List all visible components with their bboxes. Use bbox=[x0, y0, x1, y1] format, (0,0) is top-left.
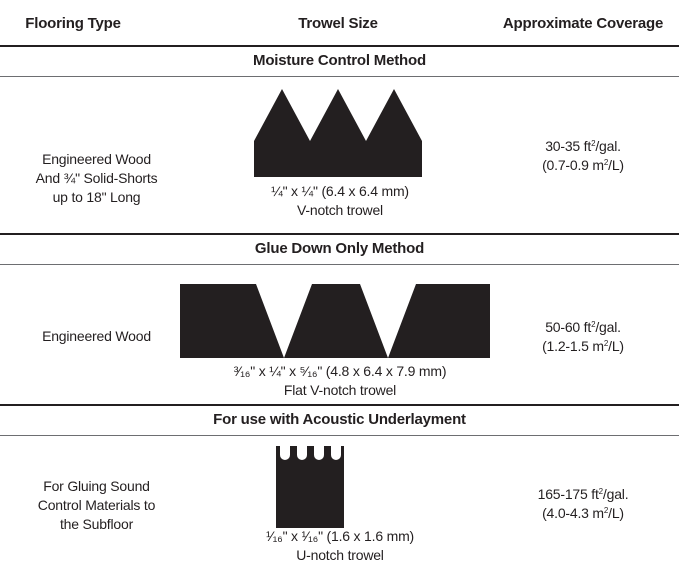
section-divider bbox=[0, 435, 679, 436]
flooring-type-line: up to 18" Long bbox=[52, 189, 141, 205]
coverage-cell: 30-35 ft2/gal. (0.7-0.9 m2/L) bbox=[487, 137, 679, 175]
section-divider bbox=[0, 233, 679, 235]
coverage-metric: (0.7-0.9 m2/L) bbox=[542, 157, 624, 173]
flooring-type-line: And ¾" Solid-Shorts bbox=[35, 170, 158, 186]
coverage-cell: 165-175 ft2/gal. (4.0-4.3 m2/L) bbox=[487, 485, 679, 523]
v-notch-trowel-icon bbox=[254, 89, 422, 177]
section-divider bbox=[0, 76, 679, 77]
flooring-type-cell: For Gluing Sound Control Materials to th… bbox=[0, 477, 193, 534]
section-divider bbox=[0, 264, 679, 265]
coverage-imperial: 165-175 ft2/gal. bbox=[537, 486, 629, 502]
header-flooring-type: Flooring Type bbox=[25, 15, 121, 32]
trowel-type: Flat V-notch trowel bbox=[283, 382, 397, 398]
trowel-dimensions: ¹⁄₁₆" x ¹⁄₁₆" (1.6 x 1.6 mm) bbox=[266, 528, 414, 544]
section-title-acoustic-underlayment: For use with Acoustic Underlayment bbox=[213, 411, 466, 428]
coverage-cell: 50-60 ft2/gal. (1.2-1.5 m2/L) bbox=[487, 318, 679, 356]
header-divider bbox=[0, 45, 679, 47]
coverage-imperial: 30-35 ft2/gal. bbox=[545, 138, 621, 154]
flat-v-notch-trowel-icon bbox=[180, 284, 490, 358]
flooring-type-line: Engineered Wood bbox=[42, 328, 151, 344]
flooring-type-cell: Engineered Wood bbox=[0, 327, 193, 346]
section-title-glue-down: Glue Down Only Method bbox=[254, 240, 425, 257]
trowel-size-cell: ³⁄₁₆" x ¼" x ⁵⁄₁₆" (4.8 x 6.4 x 7.9 mm) … bbox=[193, 362, 487, 400]
header-trowel-size: Trowel Size bbox=[298, 15, 378, 32]
flooring-type-line: Control Materials to bbox=[37, 497, 156, 513]
coverage-metric: (1.2-1.5 m2/L) bbox=[542, 338, 624, 354]
trowel-type: V-notch trowel bbox=[297, 202, 383, 218]
u-notch-trowel-icon bbox=[276, 446, 344, 528]
trowel-size-cell: ¼" x ¼" (6.4 x 6.4 mm) V-notch trowel bbox=[193, 182, 487, 220]
trowel-type: U-notch trowel bbox=[296, 547, 384, 563]
flooring-type-line: Engineered Wood bbox=[42, 151, 151, 167]
header-approximate-coverage: Approximate Coverage bbox=[502, 15, 664, 32]
coverage-metric: (4.0-4.3 m2/L) bbox=[542, 505, 624, 521]
flooring-type-line: For Gluing Sound bbox=[43, 478, 150, 494]
flooring-type-line: the Subfloor bbox=[59, 516, 134, 532]
trowel-dimensions: ³⁄₁₆" x ¼" x ⁵⁄₁₆" (4.8 x 6.4 x 7.9 mm) bbox=[233, 363, 447, 379]
flooring-type-cell: Engineered Wood And ¾" Solid-Shorts up t… bbox=[0, 150, 193, 207]
coverage-imperial: 50-60 ft2/gal. bbox=[545, 319, 621, 335]
trowel-dimensions: ¼" x ¼" (6.4 x 6.4 mm) bbox=[271, 183, 409, 199]
section-divider bbox=[0, 404, 679, 406]
section-title-moisture-control: Moisture Control Method bbox=[253, 52, 426, 69]
table-header-row: Flooring Type Trowel Size Approximate Co… bbox=[0, 0, 679, 46]
trowel-size-cell: ¹⁄₁₆" x ¹⁄₁₆" (1.6 x 1.6 mm) U-notch tro… bbox=[193, 527, 487, 565]
